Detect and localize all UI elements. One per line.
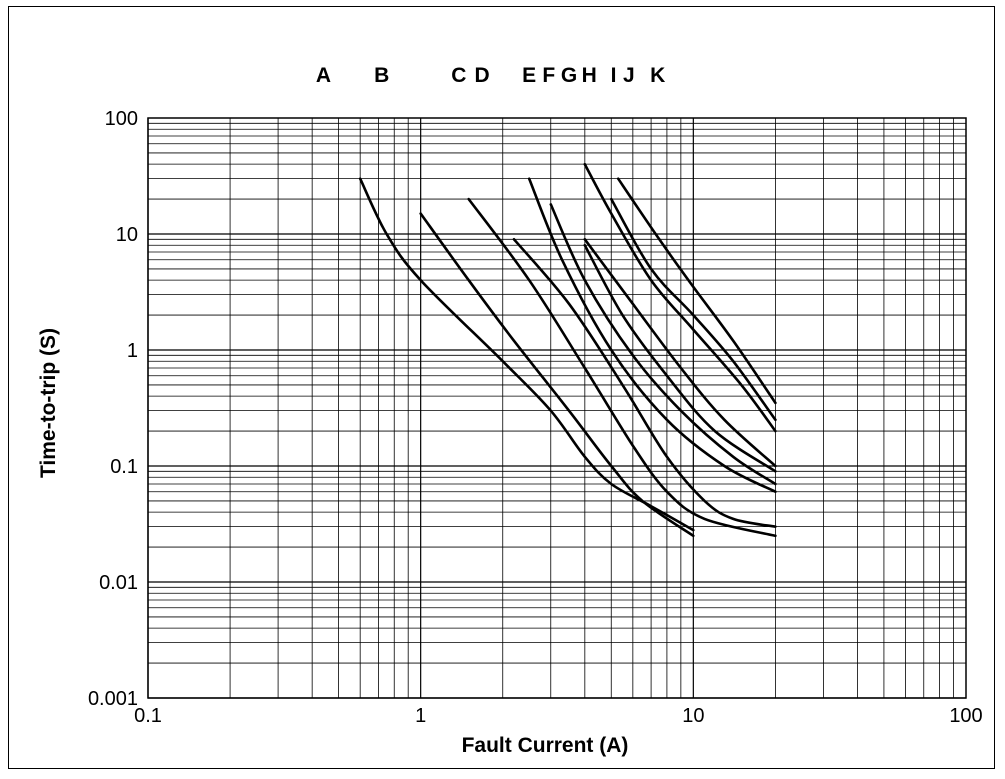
trip-curve-a: [358, 177, 695, 532]
trip-curve-e: [527, 177, 777, 493]
curve-label-j: J: [623, 64, 635, 87]
trip-curves: [358, 162, 777, 538]
y-tick-label: 0.001: [88, 688, 138, 710]
trip-curve-f: [549, 203, 777, 486]
chart-frame: [8, 6, 995, 769]
curve-label-d: D: [475, 64, 490, 87]
x-tick-labels: 0.1 1 10 100: [134, 705, 983, 727]
grid-lines: [147, 118, 966, 699]
y-tick-label: 10: [116, 224, 138, 246]
trip-curve-b: [419, 212, 695, 538]
trip-curve-g: [583, 243, 777, 473]
trip-curve-k: [616, 177, 777, 405]
plot-area: [147, 117, 967, 699]
trip-curve-d: [512, 238, 777, 528]
x-tick-label: 10: [682, 705, 704, 727]
y-axis-label: Time-to-trip (S): [37, 328, 60, 478]
trip-curve-h: [583, 238, 777, 468]
curve-label-i: I: [611, 64, 617, 87]
curve-label-c: C: [451, 64, 466, 87]
curve-label-f: F: [542, 64, 555, 87]
x-axis-label: Fault Current (A): [462, 734, 629, 757]
trip-curve-j: [610, 197, 777, 422]
x-tick-label: 100: [949, 705, 982, 727]
curve-label-k: K: [650, 64, 665, 87]
curve-label-b: B: [374, 64, 389, 87]
trip-curve-c: [467, 197, 777, 538]
curve-label-h: H: [582, 64, 597, 87]
curve-label-g: G: [561, 64, 577, 87]
y-tick-label: 100: [105, 108, 138, 130]
trip-curve-i: [583, 162, 777, 433]
y-tick-labels: 0.001 0.01 0.1 1 10 100: [88, 108, 138, 710]
curve-label-a: A: [316, 64, 331, 87]
y-tick-label: 0.01: [99, 572, 138, 594]
curve-label-e: E: [522, 64, 536, 87]
x-tick-label: 0.1: [134, 705, 162, 727]
y-tick-label: 1: [127, 340, 138, 362]
y-tick-label: 0.1: [110, 456, 138, 478]
x-tick-label: 1: [415, 705, 426, 727]
